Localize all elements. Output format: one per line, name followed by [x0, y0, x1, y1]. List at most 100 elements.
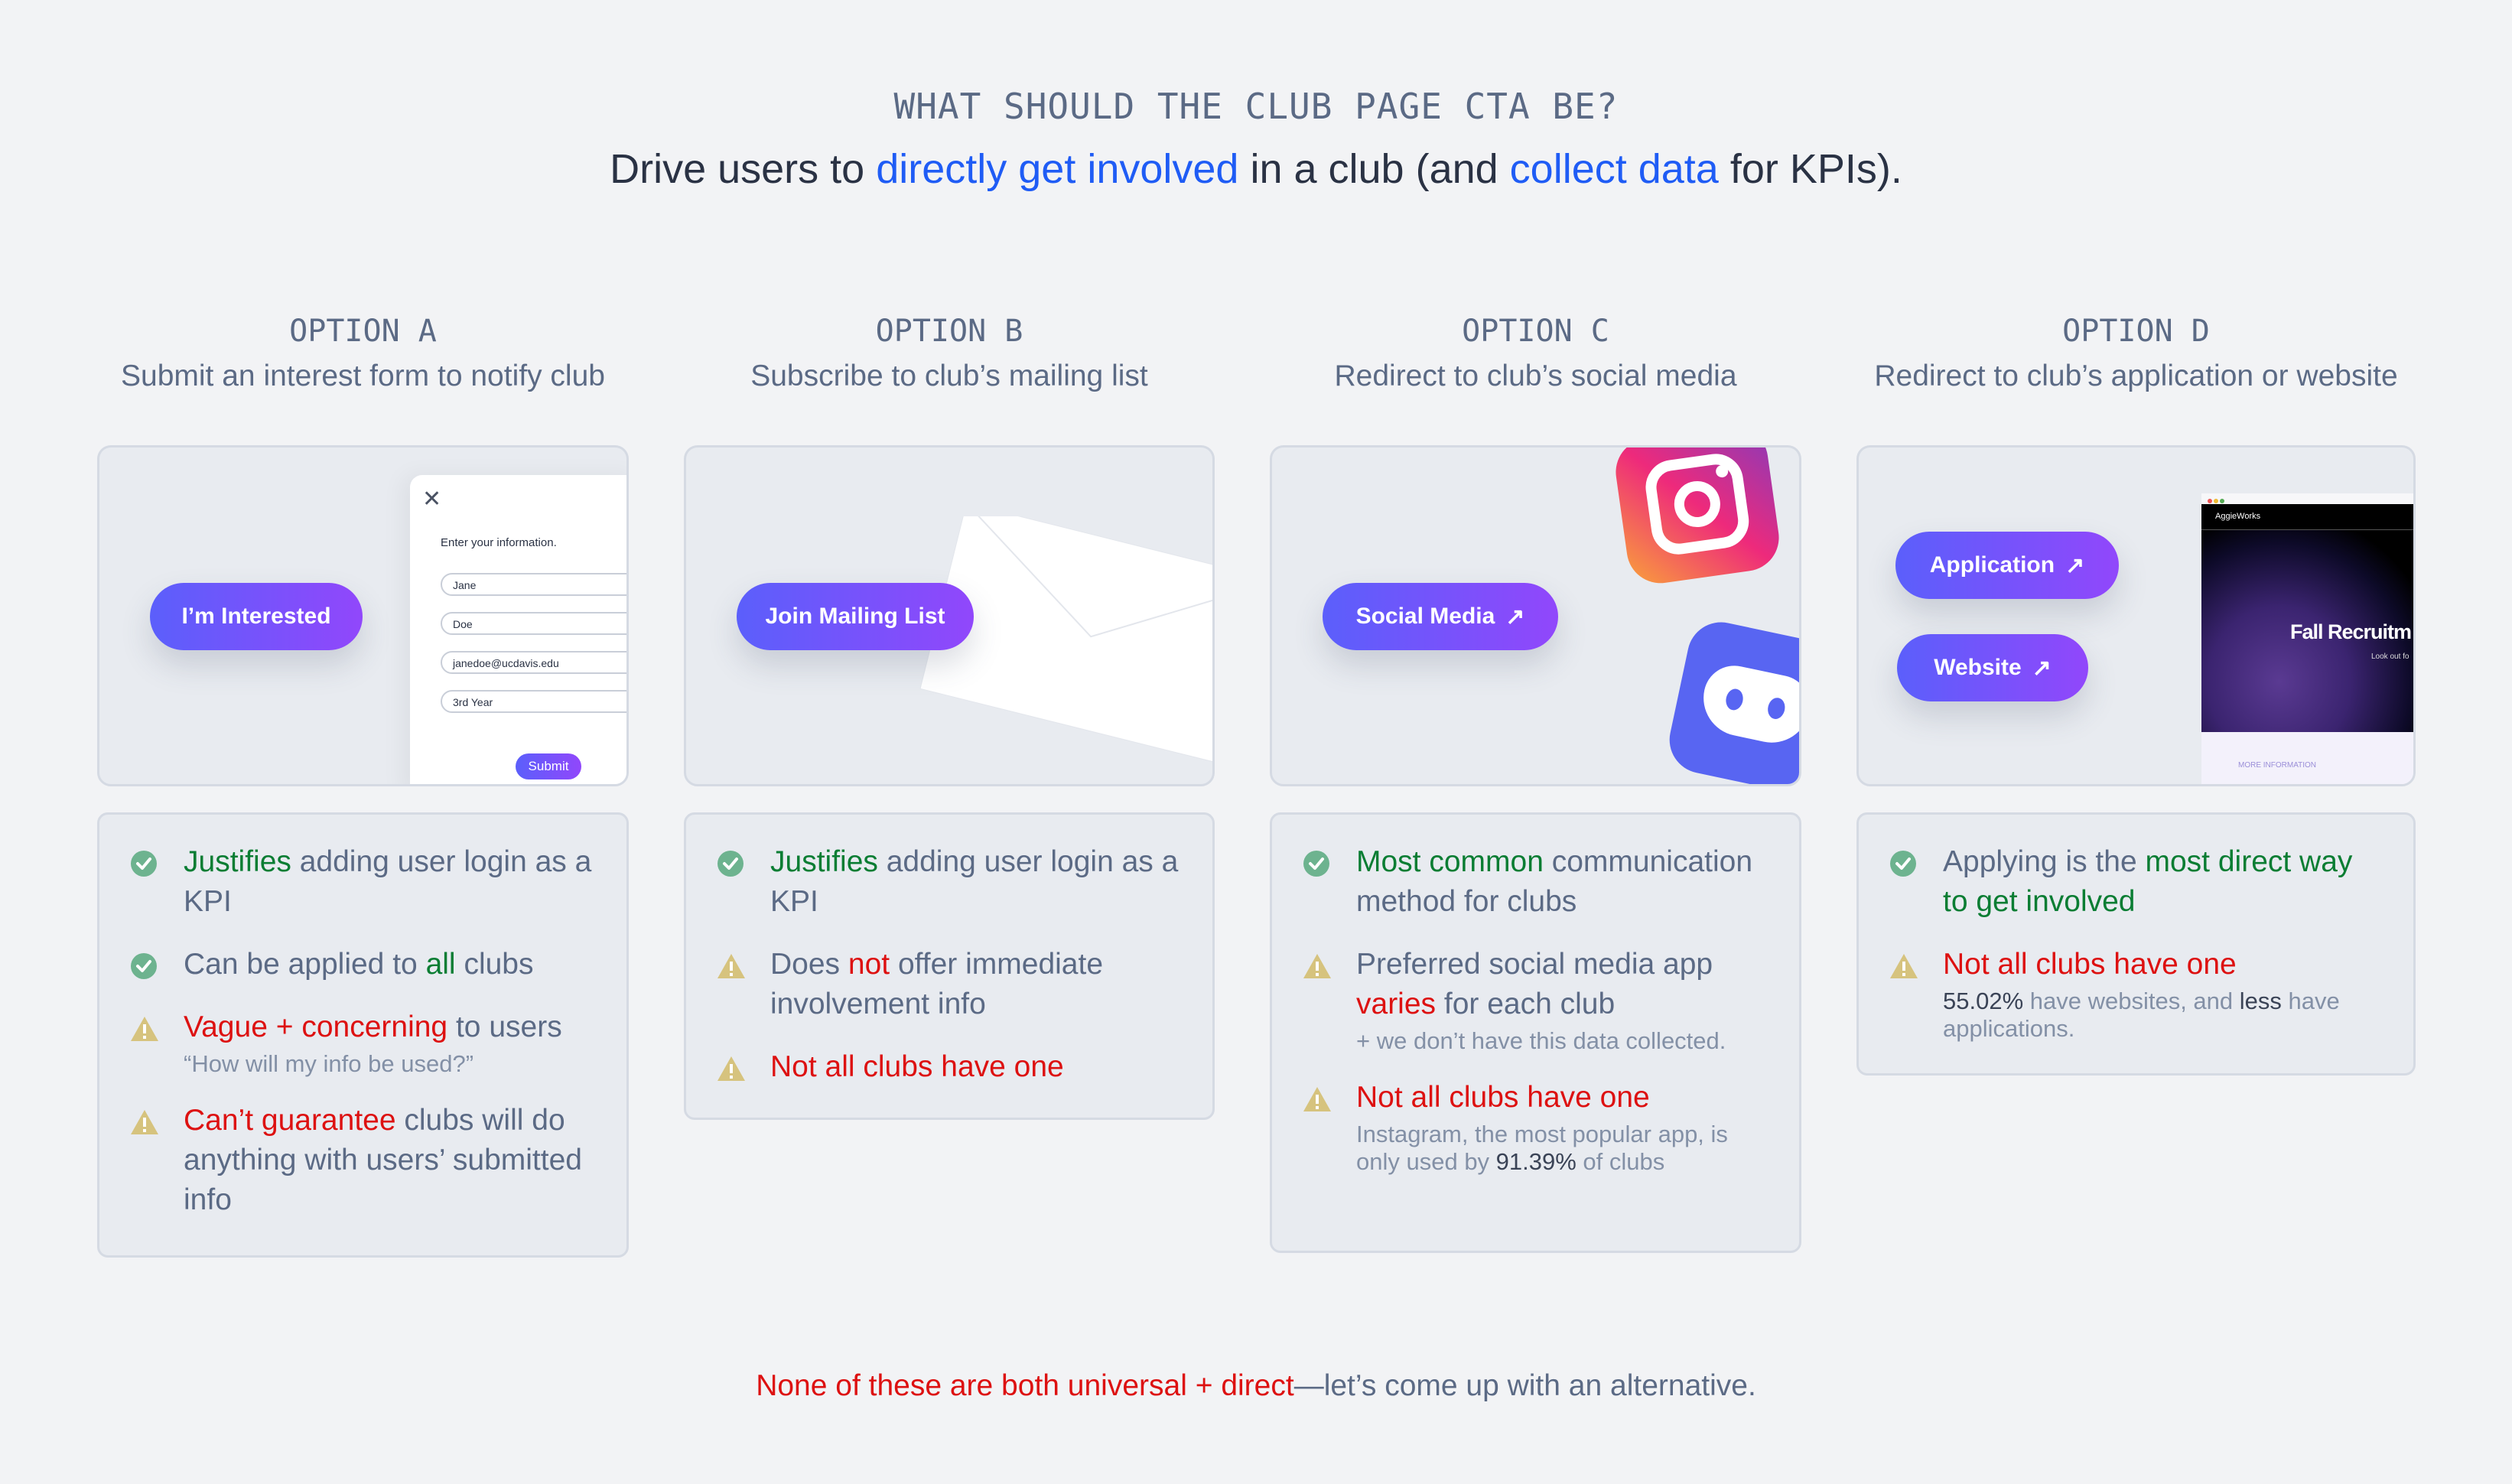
- website-screenshot: AggieWorks Fall Recruitm Look out fo MOR…: [2201, 493, 2413, 784]
- bullet-text-segment: to users: [447, 1010, 562, 1043]
- bullet-item: Applying is the most direct way to get i…: [1889, 842, 2383, 922]
- bullet-note: “How will my info be used?”: [184, 1050, 562, 1078]
- bullet-item: Not all clubs have one: [717, 1047, 1182, 1087]
- option-b-preview: Join Mailing List: [684, 445, 1215, 786]
- option-a: OPTION A Submit an interest form to noti…: [97, 314, 629, 1258]
- option-subtitle: Subscribe to club’s mailing list: [750, 360, 1148, 392]
- website-button[interactable]: Website ↗: [1897, 634, 2088, 701]
- im-interested-button[interactable]: I’m Interested: [150, 583, 363, 650]
- bullet-item: Preferred social media app varies for ea…: [1303, 945, 1768, 1055]
- bullet-note: + we don’t have this data collected.: [1356, 1027, 1768, 1055]
- button-label: Website: [1934, 655, 2022, 680]
- option-c: OPTION C Redirect to club’s social media…: [1270, 314, 1801, 1253]
- headline-segment: Drive users to: [610, 146, 877, 192]
- bullet-item: Not all clubs have one 55.02% have websit…: [1889, 945, 2383, 1043]
- footer-conclusion: None of these are both universal + direc…: [0, 1369, 2512, 1403]
- site-more-info-link[interactable]: MORE INFORMATION: [2238, 761, 2317, 770]
- site-brand: AggieWorks: [2201, 504, 2413, 530]
- button-label: Social Media: [1355, 604, 1495, 629]
- bullet-text-segment: not: [848, 948, 890, 981]
- page-question: WHAT SHOULD THE CLUB PAGE CTA BE?: [893, 86, 1619, 127]
- bullet-text-segment: Vague + concerning: [184, 1010, 448, 1043]
- external-link-icon: ↗: [1505, 604, 1525, 630]
- bullet-text-segment: Does: [770, 948, 848, 981]
- bullet-text-segment: adding user login as a KPI: [770, 845, 1179, 918]
- bullet-note-segment: Instagram, the most popular app, is only…: [1356, 1121, 1728, 1175]
- bullet-text-segment: Not all clubs have one: [1356, 1081, 1650, 1114]
- bullet-text: Most common communication method for clu…: [1356, 842, 1768, 922]
- footer-segment: None of these are both universal + direc…: [756, 1369, 1294, 1402]
- warning-icon: [717, 951, 745, 978]
- instagram-icon: [1611, 447, 1784, 587]
- check-circle-icon: [130, 951, 158, 979]
- bullet-text: Vague + concerning to users “How will my …: [184, 1007, 562, 1078]
- bullet-text-segment: Most common: [1356, 845, 1544, 878]
- bullet-item: Does not offer immediate involvement inf…: [717, 945, 1182, 1024]
- bullet-text-segment: clubs: [455, 948, 534, 981]
- bullet-note-segment: have websites, and: [2023, 988, 2240, 1014]
- bullet-text-segment: Not all clubs have one: [1943, 948, 2237, 981]
- bullet-item: Justifies adding user login as a KPI: [717, 842, 1182, 922]
- bullet-text: Can be applied to all clubs: [184, 945, 534, 984]
- option-d-bullets: Applying is the most direct way to get i…: [1856, 812, 2416, 1076]
- check-circle-icon: [1889, 848, 1917, 877]
- option-b-bullets: Justifies adding user login as a KPI Does…: [684, 812, 1215, 1120]
- bullet-text: Does not offer immediate involvement inf…: [770, 945, 1182, 1024]
- bullet-text-segment: Justifies: [184, 845, 291, 878]
- bullet-text-segment: adding user login as a KPI: [184, 845, 592, 918]
- bullet-text-segment: communication method for clubs: [1356, 845, 1753, 918]
- application-button[interactable]: Application ↗: [1895, 532, 2119, 599]
- check-circle-icon: [130, 848, 158, 877]
- email-field[interactable]: janedoe@ucdavis.edu: [441, 651, 626, 674]
- option-d-preview: Application ↗ Website ↗ AggieWorks Fall Re…: [1856, 445, 2416, 786]
- external-link-icon: ↗: [2032, 655, 2052, 681]
- bullet-text: Not all clubs have one: [770, 1047, 1064, 1087]
- bullet-item: Can be applied to all clubs: [130, 945, 596, 984]
- warning-icon: [1889, 951, 1918, 978]
- bullet-text-segment: most direct way to get involved: [1943, 845, 2353, 918]
- site-hero-title: Fall Recruitm: [2290, 620, 2412, 643]
- page-headline: Drive users to directly get involved in …: [0, 145, 2512, 193]
- option-subtitle: Submit an interest form to notify club: [121, 360, 605, 392]
- bullet-text: Can’t guarantee clubs will do anything w…: [184, 1101, 596, 1220]
- headline-segment: directly get involved: [876, 146, 1239, 192]
- external-link-icon: ↗: [2065, 552, 2085, 578]
- year-field[interactable]: 3rd Year: [441, 690, 626, 713]
- first-name-field[interactable]: Jane: [441, 573, 626, 596]
- bullet-text: Justifies adding user login as a KPI: [770, 842, 1182, 922]
- social-media-button[interactable]: Social Media ↗: [1323, 583, 1558, 650]
- option-label: OPTION A: [289, 314, 437, 349]
- bullet-note-segment: “How will my info be used?”: [184, 1050, 474, 1077]
- bullet-item: Vague + concerning to users “How will my …: [130, 1007, 596, 1078]
- warning-icon: [130, 1107, 158, 1134]
- close-icon[interactable]: ✕: [422, 487, 442, 512]
- option-b: OPTION B Subscribe to club’s mailing lis…: [684, 314, 1215, 1120]
- form-title: Enter your information.: [441, 536, 557, 549]
- last-name-field[interactable]: Doe: [441, 612, 626, 635]
- bullet-text-segment: Preferred social media app: [1356, 948, 1713, 981]
- check-circle-icon: [1303, 848, 1330, 877]
- bullet-text-segment: Applying is the: [1943, 845, 2146, 878]
- option-subtitle: Redirect to club’s social media: [1334, 360, 1737, 392]
- option-a-bullets: Justifies adding user login as a KPI Can …: [97, 812, 629, 1258]
- bullet-note-segment: of clubs: [1576, 1148, 1665, 1175]
- bullet-note-segment: have applications.: [1943, 988, 2340, 1042]
- bullet-text: Not all clubs have one Instagram, the mos…: [1356, 1078, 1768, 1176]
- bullet-item: Justifies adding user login as a KPI: [130, 842, 596, 922]
- join-mailing-list-button[interactable]: Join Mailing List: [737, 583, 974, 650]
- bullet-text-segment: for each club: [1436, 988, 1616, 1020]
- option-a-preview: I’m Interested ✕ Enter your information.…: [97, 445, 629, 786]
- bullet-text-segment: varies: [1356, 988, 1437, 1020]
- bullet-text-segment: offer immediate involvement info: [770, 948, 1104, 1020]
- option-label: OPTION C: [1462, 314, 1609, 349]
- submit-button[interactable]: Submit: [516, 753, 581, 779]
- bullet-note-segment: 91.39%: [1495, 1148, 1577, 1175]
- option-c-preview: Social Media ↗: [1270, 445, 1801, 786]
- button-label: Application: [1929, 552, 2055, 578]
- site-hero-subtitle: Look out fo: [2371, 653, 2410, 661]
- bullet-text-segment: Not all clubs have one: [770, 1050, 1064, 1083]
- bullet-item: Not all clubs have one Instagram, the mos…: [1303, 1078, 1768, 1176]
- option-c-bullets: Most common communication method for clu…: [1270, 812, 1801, 1253]
- bullet-text: Not all clubs have one 55.02% have websit…: [1943, 945, 2383, 1043]
- warning-icon: [1303, 951, 1331, 978]
